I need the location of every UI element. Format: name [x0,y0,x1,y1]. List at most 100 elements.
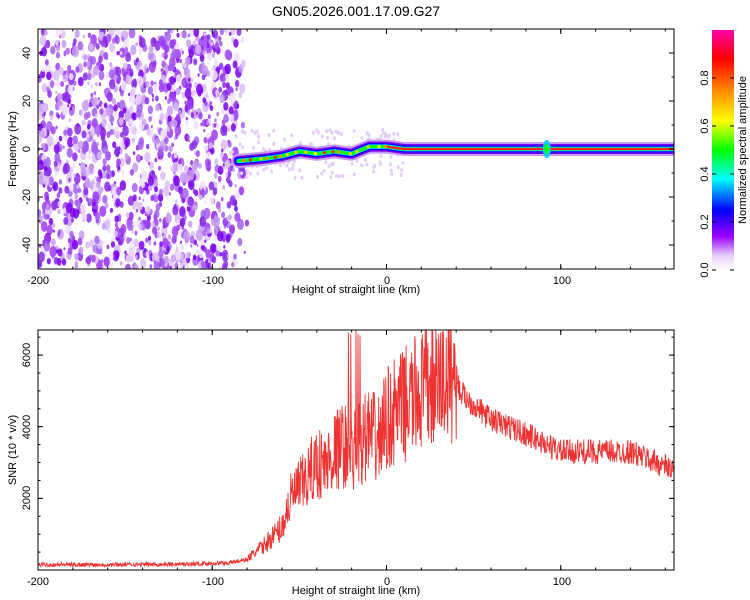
noise-speckle [38,73,42,83]
noise-speckle [46,224,53,236]
noise-speckle [167,98,171,105]
noise-speckle [48,217,54,226]
noise-speckle [279,163,282,168]
noise-speckle [179,206,186,218]
noise-speckle [40,143,46,151]
noise-speckle [293,175,297,180]
noise-speckle [87,198,93,207]
noise-speckle [183,165,189,174]
noise-speckle [175,246,179,252]
noise-speckle [211,129,218,141]
snr-frame [37,329,675,571]
noise-speckle [137,61,140,66]
noise-speckle [207,34,211,40]
noise-speckle [57,162,61,168]
noise-speckle [227,171,232,178]
noise-speckle [234,212,241,222]
noise-speckle [190,112,195,118]
noise-speckle [102,165,107,172]
noise-speckle [92,96,98,107]
noise-speckle [221,148,224,153]
noise-speckle [67,244,70,248]
noise-speckle [153,83,159,93]
noise-speckle [114,35,120,45]
noise-speckle [166,126,171,133]
noise-speckle [133,238,139,248]
noise-speckle [220,108,224,114]
noise-speckle [196,83,203,95]
noise-speckle [223,114,229,123]
noise-speckle [51,238,56,247]
noise-speckle [176,58,180,63]
noise-speckle [383,134,387,139]
noise-speckle [67,64,72,72]
noise-speckle [215,201,221,210]
noise-speckle [102,171,107,179]
noise-speckle [145,206,151,215]
spectrogram-axes [37,28,674,270]
noise-speckle [142,198,145,202]
noise-speckle [115,131,120,139]
noise-speckle [82,72,88,81]
noise-speckle [58,66,64,76]
noise-speckle [174,124,182,136]
noise-speckle [207,114,211,120]
noise-speckle [187,135,190,140]
colorbar-label: Normalized spectral amplitude [737,76,749,224]
noise-speckle [208,38,212,45]
noise-speckle [110,240,116,248]
noise-speckle [126,236,131,244]
noise-speckle [162,186,169,197]
noise-speckle [58,187,63,194]
noise-speckle [155,95,159,102]
noise-speckle [229,224,235,235]
noise-speckle [99,205,107,217]
noise-speckle [399,173,403,177]
noise-speckle [132,151,136,156]
noise-speckle [229,31,232,36]
noise-speckle [186,263,190,269]
noise-speckle [195,229,203,241]
noise-speckle [48,143,51,147]
noise-speckle [87,32,92,38]
noise-speckle [81,130,87,139]
noise-speckle [45,203,50,210]
noise-speckle [218,208,222,213]
noise-speckle-region [38,29,405,269]
noise-speckle [141,203,144,207]
noise-speckle [333,136,336,141]
noise-speckle [336,130,340,135]
noise-speckle [138,240,145,251]
noise-speckle [212,187,218,195]
noise-speckle [285,163,289,168]
noise-speckle [148,44,154,54]
noise-speckle [160,140,165,147]
noise-speckle [46,135,54,147]
noise-speckle [162,237,169,249]
noise-speckle [51,200,58,211]
noise-speckle [227,141,232,148]
noise-speckle [203,128,206,133]
noise-speckle [77,237,83,246]
colorbar-tick-label: 0.0 [699,262,711,277]
noise-speckle [118,169,121,173]
noise-speckle [188,220,193,228]
x-tick-label: -200 [27,576,49,588]
noise-speckle [102,158,107,166]
noise-speckle [220,124,228,137]
noise-speckle [185,251,190,259]
noise-speckle [119,51,123,56]
noise-speckle [206,46,212,55]
noise-speckle [93,91,97,96]
noise-speckle [57,232,60,237]
noise-speckle [42,175,50,187]
x-tick-label: -100 [202,275,224,287]
noise-speckle [132,221,136,227]
noise-speckle [173,102,179,112]
noise-speckle [60,81,64,87]
noise-speckle [187,169,195,181]
noise-speckle [196,243,199,247]
signal-hot-spot [384,145,388,149]
noise-speckle [177,163,184,174]
noise-speckle [109,114,115,124]
